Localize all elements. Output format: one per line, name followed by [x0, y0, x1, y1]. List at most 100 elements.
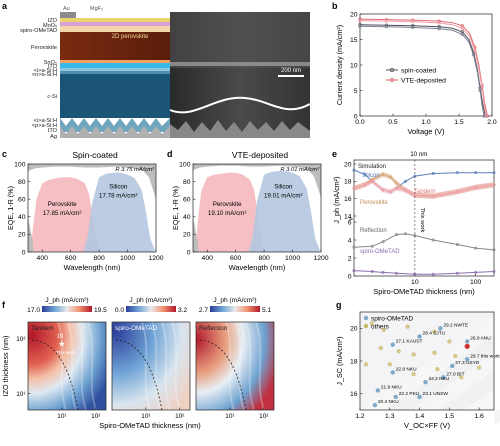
heatmap-ripple [87, 321, 97, 411]
series-point [381, 188, 385, 192]
legend-label: spin-coated [401, 67, 436, 74]
silicon-label: Silicon [274, 184, 293, 191]
legend-label: VTE-deposited [401, 77, 446, 84]
series-point [455, 271, 459, 275]
y-tick-label: 10¹ [16, 391, 25, 398]
x-axis-label: Spiro-OMeTAD thickness (nm) [373, 287, 475, 296]
x-tick-label: 0.0 [355, 119, 365, 126]
spiro-point [465, 339, 470, 344]
side-annotation: This work [419, 208, 425, 233]
layer-label: <n>a-Si:H [32, 72, 57, 78]
panel-letter-a: a [2, 1, 8, 11]
x-tick-label: 10¹ [141, 413, 150, 420]
heatmap-reflection [196, 322, 274, 410]
eqe-area [248, 171, 320, 252]
series-label: Tandem [414, 189, 435, 195]
layer-ia-si-top [60, 68, 170, 71]
contour-line [115, 339, 163, 411]
series-point [395, 181, 399, 185]
y-axis-label: J_SC (mA/cm²) [335, 336, 344, 385]
y-tick-label: 60 [183, 197, 191, 204]
x-tick-label: 1.5 [454, 119, 464, 126]
series-point [370, 244, 374, 248]
layer-labels: IZOMoOₓspiro-OMeTADPerovskiteSnO₂ITO<i>a… [20, 18, 58, 140]
x-tick-label: 1.5 [445, 413, 455, 420]
colorbar-max: 3.2 [178, 307, 187, 314]
colorbar-max: 5.1 [262, 307, 271, 314]
series-point [389, 175, 393, 179]
legend-label: others [371, 323, 389, 330]
series-point [403, 188, 407, 192]
y-tick-label: 100 [14, 161, 26, 168]
series-point [381, 240, 385, 244]
panel-g: g 1.2 1.3 1.4 1.5 1.6 16 18 20 V_OC×FF (V) J_SC (… [335, 300, 500, 430]
others-point [435, 366, 440, 372]
eqe-area [195, 172, 266, 252]
y-tick-label: 20 [183, 232, 191, 239]
eqe-area [30, 177, 101, 252]
layer-label: <p>a-Si:H [32, 123, 57, 129]
series-point [403, 232, 407, 236]
scalebar-label: 200 nm [281, 68, 301, 74]
series-point [492, 269, 496, 273]
layer-label: spiro-OMeTAD [20, 28, 57, 34]
heatmap-ripple [235, 321, 245, 411]
y-tick-label: 60 [18, 197, 26, 204]
plot-frame [353, 159, 495, 277]
plot-frame [27, 163, 157, 253]
panel-c: c Spin-coated 400 600 800 1000 1200 0 20 40 60 80… [2, 149, 164, 272]
series-point [474, 246, 478, 250]
au-contact [60, 12, 76, 18]
sem-interface-line [169, 96, 311, 114]
panel-c-title: Spin-coated [72, 150, 118, 160]
y-tick-label: 14 [344, 213, 352, 220]
x-tick-label: 1200 [313, 255, 328, 262]
x-tick-label: 600 [230, 255, 242, 262]
series-point [431, 172, 435, 176]
others-point [411, 371, 416, 377]
layer-label: SnO₂ [44, 60, 57, 66]
jv-point [437, 27, 441, 31]
series-point [389, 190, 393, 194]
plot-frame [359, 13, 493, 117]
x-tick-label: 400 [202, 255, 214, 262]
others-point [369, 321, 375, 326]
spiro-point [372, 402, 378, 408]
jv-point [358, 23, 362, 27]
jv-point [358, 24, 362, 28]
heatmap-ripple [225, 321, 235, 411]
jv-curve [359, 25, 485, 117]
spiro-point [375, 388, 381, 393]
colorbar [210, 306, 260, 312]
others-point [432, 350, 437, 356]
panel-a: a 200 nm 2D perovskite Au MgF₂ IZOMoOₓsp… [2, 1, 311, 140]
x-tick-label: 1.2 [355, 413, 365, 420]
jv-point [471, 53, 476, 57]
series-point [363, 172, 367, 176]
heatmap-ripple [77, 321, 87, 411]
point-label: 20.4 NKU [378, 399, 399, 405]
y-tick-label: 16 [344, 196, 352, 203]
y-tick-label: 15 [350, 37, 358, 44]
jv-point [473, 49, 477, 53]
parasitic-area [193, 216, 199, 252]
panel-d: d VTE-deposited 400 600 800 1000 1200 0 20 40 60… [167, 149, 329, 272]
series-label: spiro-OMeTAD [360, 249, 400, 255]
perovskite-value: 17.85 mA/cm² [43, 210, 82, 217]
series-label: Perovskite [360, 200, 389, 206]
series-point [395, 233, 399, 237]
series-point [431, 272, 435, 276]
panel-letter-c: c [2, 149, 7, 159]
heatmap-title: Tandem [31, 325, 54, 332]
others-point [381, 327, 387, 333]
y-tick-label: 10 [350, 62, 358, 69]
series-point [352, 245, 356, 249]
series-point [455, 243, 459, 247]
reflection-label: R 3.75 mA/cm² [115, 167, 155, 173]
jsc-vocff-scatter: 1.2 1.3 1.4 1.5 1.6 16 18 20 V_OC×FF (V) J_SC (mA… [335, 311, 500, 430]
y-axis-label: EQE, 1-R (%) [171, 186, 180, 230]
point-label: 26.9 ANU [470, 335, 491, 341]
marker-value: 19 [57, 334, 64, 340]
y-tick-label: 6 [348, 219, 352, 226]
